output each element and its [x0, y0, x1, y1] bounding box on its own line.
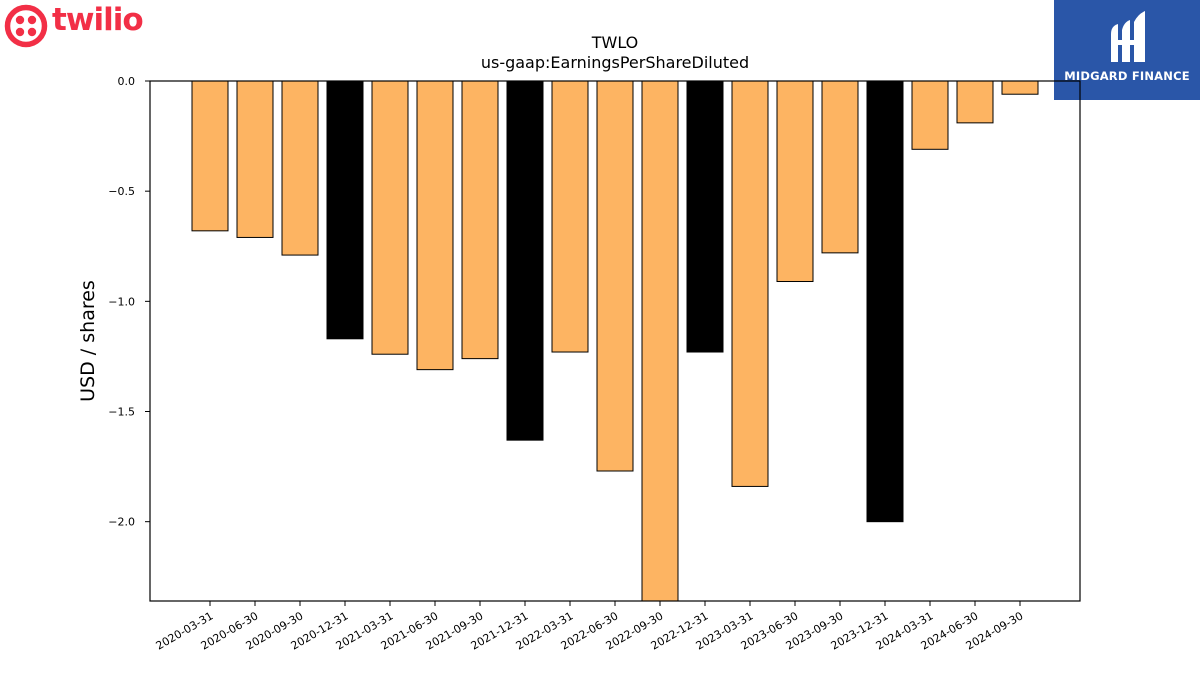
bar-2020-09-30	[281, 80, 319, 256]
bar-2023-06-30	[776, 80, 814, 283]
bar-2020-06-30	[236, 80, 274, 238]
bar-2020-12-31	[326, 80, 364, 340]
y-tick-label: −0.5	[108, 185, 135, 198]
bar-2022-09-30	[641, 80, 679, 602]
bars-group	[191, 80, 1039, 602]
twilio-logo-icon	[4, 4, 48, 48]
bar-2022-12-31	[686, 80, 724, 353]
bar-2021-12-31	[506, 80, 544, 441]
twilio-logo: twilio	[4, 2, 154, 48]
bar-2021-06-30	[416, 80, 454, 371]
plot-frame	[149, 80, 1081, 602]
bar-2021-03-31	[371, 80, 409, 355]
bar-2022-03-31	[551, 80, 589, 353]
twilio-logo-text: twilio	[52, 2, 144, 38]
bar-2021-09-30	[461, 80, 499, 360]
y-ticks-group: 0.0 −0.5 −1.0 −1.5 −2.0	[108, 75, 150, 529]
bar-2023-03-31	[731, 80, 769, 487]
y-tick-label: −1.0	[108, 295, 135, 308]
midgard-finance-logo: MIDGARD FINANCE	[1054, 0, 1200, 100]
bar-2024-03-31	[911, 80, 949, 150]
y-axis-label: USD / shares	[77, 280, 99, 402]
x-ticks-group: 2020-03-312020-06-302020-09-302020-12-31…	[154, 601, 1026, 653]
y-tick-label: 0.0	[118, 75, 136, 88]
bar-2024-09-30	[1001, 80, 1039, 95]
bar-2023-09-30	[821, 80, 859, 254]
partner-name: MIDGARD FINANCE	[1064, 69, 1190, 83]
y-tick-label: −1.5	[108, 406, 135, 419]
bar-2023-12-31	[866, 80, 904, 523]
bar-2024-06-30	[956, 80, 994, 124]
bar-2020-03-31	[191, 80, 229, 232]
chart-subtitle: us-gaap:EarningsPerShareDiluted	[481, 53, 749, 72]
y-tick-label: −2.0	[108, 516, 135, 529]
chart-title: TWLO	[591, 33, 639, 52]
bar-2022-06-30	[596, 80, 634, 472]
midgard-finance-logo-icon	[1054, 0, 1200, 100]
